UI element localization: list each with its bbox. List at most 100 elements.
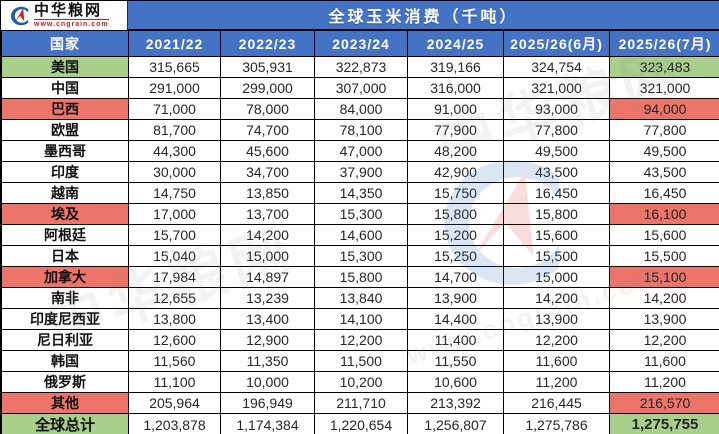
value-cell: 15,800 [314,266,408,288]
value-cell: 323,483 [609,56,719,78]
logo-url: www.cngrain.com [34,19,109,28]
value-cell: 16,100 [609,203,719,225]
country-cell: 印度尼西亚 [1,308,129,330]
value-cell: 11,600 [609,350,719,372]
value-cell: 17,984 [128,266,221,288]
value-cell: 71,000 [128,98,221,120]
table-row: 墨西哥 44,300 45,600 47,000 48,200 49,500 49,500 [1,140,719,162]
table-row: 其他 205,964 196,949 211,710 213,392 216,445 216… [1,392,719,414]
value-cell: 12,200 [503,329,610,351]
value-cell: 11,500 [314,350,408,372]
value-cell: 10,000 [220,371,315,393]
country-cell: 全球总计 [1,413,129,434]
value-cell: 84,000 [314,98,408,120]
value-cell: 14,350 [314,182,408,204]
value-cell: 14,700 [407,266,504,288]
value-cell: 74,700 [220,119,315,141]
table-row: 韩国 11,560 11,350 11,500 11,550 11,600 11,600 [1,350,719,372]
value-cell: 94,000 [609,98,719,120]
country-cell: 中国 [1,77,129,99]
value-cell: 1,256,807 [407,413,504,434]
value-cell: 11,600 [503,350,610,372]
table-row: 美国 315,665 305,931 322,873 319,166 324,754 323… [1,56,719,78]
consumption-table: 国家 2021/22 2022/23 2023/24 2024/25 2025/26(6月… [1,30,719,434]
value-cell: 13,900 [503,308,610,330]
value-cell: 12,600 [128,329,221,351]
table-row: 欧盟 81,700 74,700 78,100 77,900 77,800 77,800 [1,119,719,141]
table-row: 阿根廷 15,700 14,200 14,600 15,200 15,600 15,600 [1,224,719,246]
value-cell: 11,100 [128,371,221,393]
value-cell: 45,600 [220,140,315,162]
country-cell: 其他 [1,392,129,414]
value-cell: 299,000 [220,77,315,99]
column-header-season: 2023/24 [314,30,408,57]
value-cell: 15,800 [503,203,610,225]
value-cell: 16,450 [503,182,610,204]
value-cell: 15,200 [407,224,504,246]
top-bar: 中华粮网 www.cngrain.com 全球玉米消费（千吨） [1,0,719,31]
value-cell: 78,000 [220,98,315,120]
table-row: 俄罗斯 11,100 10,000 10,200 10,600 11,200 11,200 [1,371,719,393]
value-cell: 13,400 [220,308,315,330]
value-cell: 1,174,384 [220,413,315,434]
value-cell: 30,000 [128,161,221,183]
value-cell: 1,275,786 [503,413,610,434]
value-cell: 14,897 [220,266,315,288]
value-cell: 17,000 [128,203,221,225]
table-header: 国家 2021/22 2022/23 2023/24 2024/25 2025/26(6月… [1,30,719,57]
value-cell: 15,000 [503,266,610,288]
value-cell: 15,600 [503,224,610,246]
value-cell: 15,000 [220,245,315,267]
value-cell: 78,100 [314,119,408,141]
table-row: 尼日利亚 12,600 12,900 12,200 11,400 12,200 12,200 [1,329,719,351]
value-cell: 16,450 [609,182,719,204]
country-cell: 欧盟 [1,119,129,141]
value-cell: 77,800 [503,119,610,141]
value-cell: 81,700 [128,119,221,141]
country-cell: 越南 [1,182,129,204]
table-row: 南非 12,655 13,239 13,840 13,900 14,200 14,200 [1,287,719,309]
value-cell: 42,900 [407,161,504,183]
value-cell: 1,203,878 [128,413,221,434]
country-cell: 加拿大 [1,266,129,288]
value-cell: 43,500 [503,161,610,183]
value-cell: 321,000 [503,77,610,99]
table-header-row: 国家 2021/22 2022/23 2023/24 2024/25 2025/26(6月… [1,30,719,57]
value-cell: 15,300 [314,245,408,267]
value-cell: 216,570 [609,392,719,414]
value-cell: 15,250 [407,245,504,267]
country-cell: 俄罗斯 [1,371,129,393]
table-row: 越南 14,750 13,850 14,350 15,750 16,450 16,450 [1,182,719,204]
value-cell: 13,800 [128,308,221,330]
table-row: 印度 30,000 34,700 37,900 42,900 43,500 43,500 [1,161,719,183]
value-cell: 15,700 [128,224,221,246]
value-cell: 15,100 [609,266,719,288]
value-cell: 196,949 [220,392,315,414]
value-cell: 15,500 [609,245,719,267]
column-header-country: 国家 [1,30,129,57]
value-cell: 324,754 [503,56,610,78]
value-cell: 49,500 [609,140,719,162]
value-cell: 43,500 [609,161,719,183]
column-header-season: 2025/26(7月) [609,30,719,57]
country-cell: 南非 [1,287,129,309]
value-cell: 13,900 [407,287,504,309]
value-cell: 77,800 [609,119,719,141]
value-cell: 307,000 [314,77,408,99]
value-cell: 13,850 [220,182,315,204]
country-cell: 日本 [1,245,129,267]
value-cell: 315,665 [128,56,221,78]
cngrain-logo-icon [11,6,29,25]
country-cell: 阿根廷 [1,224,129,246]
value-cell: 11,560 [128,350,221,372]
table-row: 日本 15,040 15,000 15,300 15,250 15,500 15,500 [1,245,719,267]
value-cell: 205,964 [128,392,221,414]
value-cell: 14,200 [609,287,719,309]
value-cell: 12,655 [128,287,221,309]
value-cell: 11,550 [407,350,504,372]
value-cell: 12,900 [220,329,315,351]
value-cell: 14,200 [503,287,610,309]
value-cell: 13,840 [314,287,408,309]
value-cell: 291,000 [128,77,221,99]
